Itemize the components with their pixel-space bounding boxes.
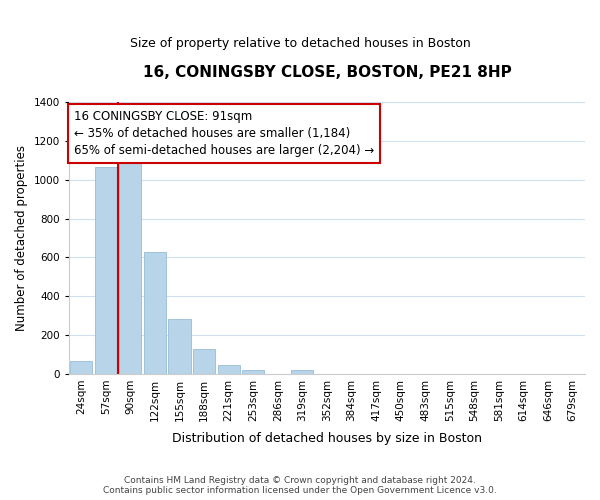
Bar [119, 150, 142, 374]
Bar [70, 362, 92, 374]
Text: Size of property relative to detached houses in Boston: Size of property relative to detached ho… [130, 38, 470, 51]
Bar [95, 167, 117, 374]
Title: 16, CONINGSBY CLOSE, BOSTON, PE21 8HP: 16, CONINGSBY CLOSE, BOSTON, PE21 8HP [143, 65, 511, 80]
Bar [291, 370, 313, 374]
Bar [144, 252, 166, 374]
Bar [218, 365, 239, 374]
X-axis label: Distribution of detached houses by size in Boston: Distribution of detached houses by size … [172, 432, 482, 445]
Bar [169, 318, 191, 374]
Text: 16 CONINGSBY CLOSE: 91sqm
← 35% of detached houses are smaller (1,184)
65% of se: 16 CONINGSBY CLOSE: 91sqm ← 35% of detac… [74, 110, 374, 157]
Y-axis label: Number of detached properties: Number of detached properties [15, 145, 28, 331]
Bar [242, 370, 264, 374]
Bar [193, 348, 215, 374]
Text: Contains HM Land Registry data © Crown copyright and database right 2024.
Contai: Contains HM Land Registry data © Crown c… [103, 476, 497, 495]
